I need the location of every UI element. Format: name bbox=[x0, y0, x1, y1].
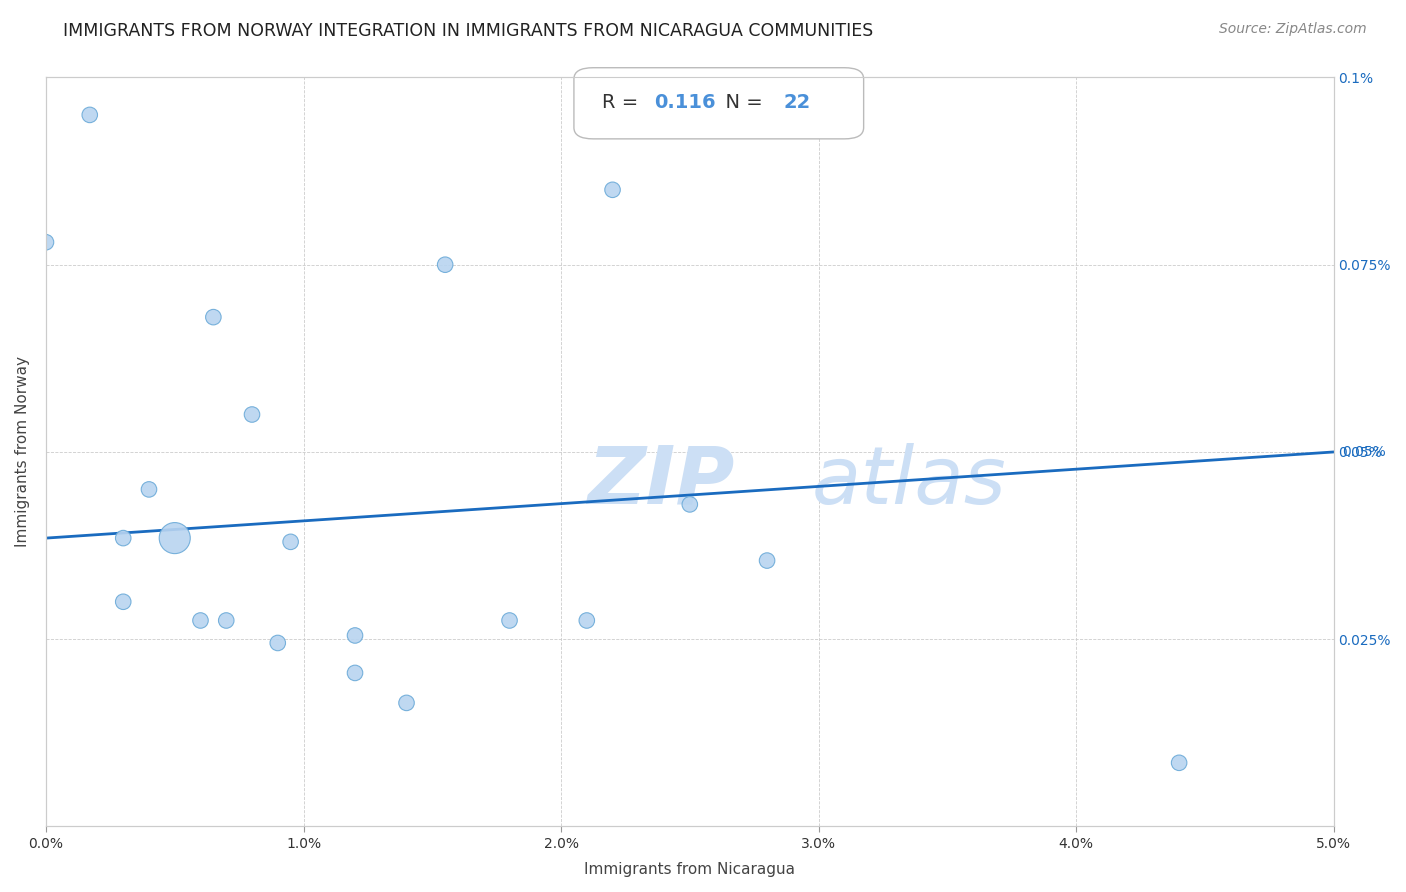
X-axis label: Immigrants from Nicaragua: Immigrants from Nicaragua bbox=[585, 862, 796, 877]
Point bbox=[138, 483, 160, 497]
FancyBboxPatch shape bbox=[574, 68, 863, 139]
Point bbox=[202, 310, 225, 325]
Point bbox=[163, 531, 186, 545]
Text: atlas: atlas bbox=[813, 443, 1007, 521]
Point bbox=[602, 183, 624, 197]
Point bbox=[190, 614, 212, 628]
Text: 0.05%: 0.05% bbox=[1341, 445, 1386, 459]
Point bbox=[240, 408, 263, 422]
Text: ZIP: ZIP bbox=[586, 443, 734, 521]
Text: 22: 22 bbox=[783, 94, 811, 112]
Point bbox=[343, 665, 366, 680]
Point bbox=[343, 628, 366, 642]
Point bbox=[215, 614, 238, 628]
Point bbox=[112, 531, 135, 545]
Text: IMMIGRANTS FROM NORWAY INTEGRATION IN IMMIGRANTS FROM NICARAGUA COMMUNITIES: IMMIGRANTS FROM NORWAY INTEGRATION IN IM… bbox=[63, 22, 873, 40]
Point bbox=[575, 614, 598, 628]
Text: R =: R = bbox=[602, 94, 645, 112]
Text: 0.116: 0.116 bbox=[654, 94, 716, 112]
Point bbox=[498, 614, 520, 628]
Point bbox=[267, 636, 290, 650]
Point bbox=[1168, 756, 1191, 770]
Point bbox=[679, 497, 702, 511]
Point bbox=[756, 553, 779, 567]
Point bbox=[434, 258, 457, 272]
Point bbox=[395, 696, 418, 710]
Point bbox=[112, 595, 135, 609]
Point bbox=[280, 534, 302, 549]
Point bbox=[35, 235, 58, 250]
Text: N =: N = bbox=[713, 94, 769, 112]
Y-axis label: Immigrants from Norway: Immigrants from Norway bbox=[15, 357, 30, 548]
Point bbox=[79, 108, 101, 122]
Text: Source: ZipAtlas.com: Source: ZipAtlas.com bbox=[1219, 22, 1367, 37]
